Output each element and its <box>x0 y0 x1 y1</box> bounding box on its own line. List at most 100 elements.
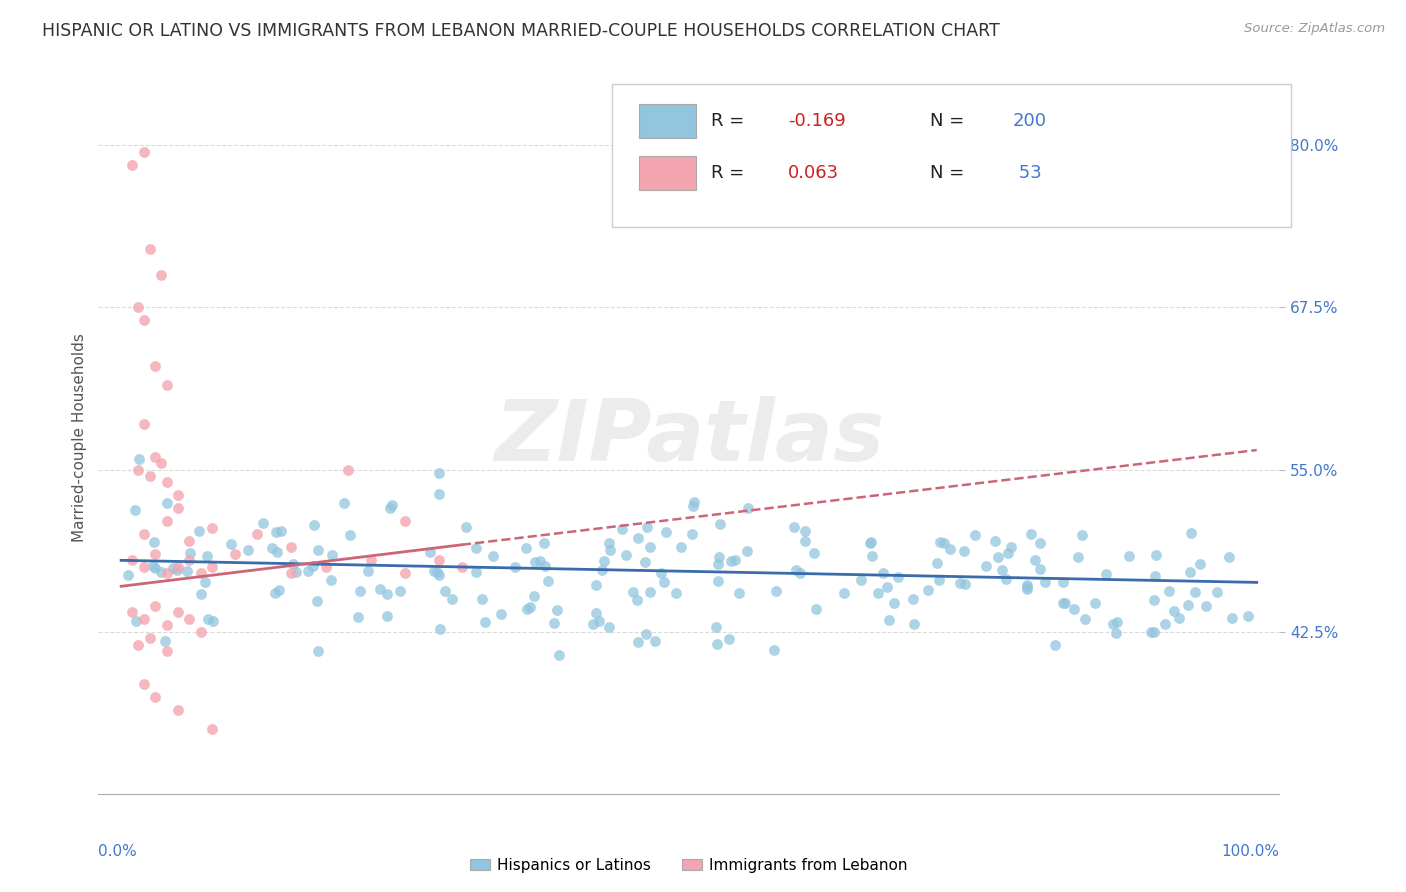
Point <box>503 560 526 574</box>
Point <box>928 573 950 587</box>
Point <box>143 547 166 561</box>
Point <box>704 620 727 634</box>
FancyBboxPatch shape <box>640 103 696 138</box>
Text: 0.063: 0.063 <box>789 164 839 182</box>
Point <box>315 559 337 574</box>
Point <box>482 549 505 563</box>
Point <box>127 638 149 652</box>
Point <box>433 584 456 599</box>
Point <box>1105 626 1128 640</box>
Point <box>1084 596 1107 610</box>
Point <box>917 582 939 597</box>
Point <box>598 620 620 634</box>
Point <box>707 557 730 571</box>
Point <box>1154 617 1177 632</box>
Point <box>375 609 398 624</box>
Point <box>523 589 546 603</box>
Text: N =: N = <box>929 164 970 182</box>
Point <box>671 541 693 555</box>
Point <box>441 592 464 607</box>
Point <box>546 603 568 617</box>
Point <box>142 559 165 574</box>
Point <box>142 535 165 549</box>
Point <box>201 722 224 736</box>
Point <box>765 584 787 599</box>
Point <box>706 636 728 650</box>
Point <box>132 145 155 159</box>
Point <box>179 533 201 548</box>
Y-axis label: Married-couple Households: Married-couple Households <box>72 333 87 541</box>
Point <box>638 540 661 554</box>
Point <box>427 467 450 481</box>
Point <box>143 359 166 373</box>
Point <box>1195 599 1218 613</box>
Point <box>474 615 496 630</box>
Text: 200: 200 <box>1012 112 1046 130</box>
Text: Source: ZipAtlas.com: Source: ZipAtlas.com <box>1244 22 1385 36</box>
Point <box>785 563 807 577</box>
Point <box>297 565 319 579</box>
Point <box>1107 615 1129 630</box>
Point <box>682 500 704 514</box>
Point <box>1220 611 1243 625</box>
Point <box>280 541 302 555</box>
Point <box>132 612 155 626</box>
Point <box>1184 585 1206 599</box>
Point <box>1000 541 1022 555</box>
Point <box>665 585 688 599</box>
Point <box>167 559 190 574</box>
Point <box>284 565 307 579</box>
Point <box>987 549 1010 564</box>
Point <box>368 582 391 596</box>
Point <box>197 612 219 626</box>
Point <box>1101 617 1123 632</box>
Point <box>281 557 304 571</box>
Point <box>515 541 537 555</box>
Point <box>179 546 201 560</box>
Point <box>1015 578 1038 592</box>
FancyBboxPatch shape <box>612 84 1291 227</box>
Point <box>636 520 658 534</box>
Point <box>524 555 547 569</box>
Point <box>614 548 637 562</box>
Point <box>422 564 444 578</box>
Point <box>246 527 269 541</box>
Point <box>634 627 657 641</box>
Point <box>319 573 342 587</box>
Point <box>456 520 478 534</box>
Point <box>1206 585 1229 599</box>
Point <box>789 566 811 581</box>
Point <box>138 469 160 483</box>
Point <box>1178 566 1201 580</box>
Point <box>1177 598 1199 612</box>
FancyBboxPatch shape <box>640 156 696 190</box>
Point <box>252 516 274 530</box>
Point <box>720 553 742 567</box>
Point <box>394 515 416 529</box>
Point <box>167 488 190 502</box>
Point <box>533 536 555 550</box>
Point <box>143 561 166 575</box>
Point <box>1017 580 1039 594</box>
Point <box>197 549 219 564</box>
Point <box>1033 574 1056 589</box>
Point <box>887 569 910 583</box>
Point <box>794 534 817 549</box>
Point <box>1052 574 1074 589</box>
Point <box>190 566 212 581</box>
Point <box>155 475 177 490</box>
Point <box>599 542 621 557</box>
Point <box>143 690 166 704</box>
Point <box>162 561 184 575</box>
Point <box>859 536 882 550</box>
Point <box>464 565 486 579</box>
Point <box>1168 610 1191 624</box>
Point <box>548 648 571 662</box>
Point <box>1180 526 1202 541</box>
Text: -0.169: -0.169 <box>789 112 846 130</box>
Point <box>236 543 259 558</box>
Point <box>127 301 149 315</box>
Point <box>375 587 398 601</box>
Point <box>426 566 449 580</box>
Point <box>682 495 704 509</box>
